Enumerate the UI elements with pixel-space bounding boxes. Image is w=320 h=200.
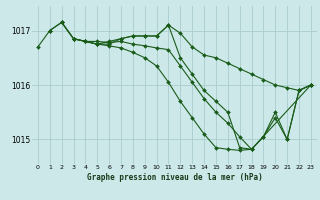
X-axis label: Graphe pression niveau de la mer (hPa): Graphe pression niveau de la mer (hPa) <box>86 173 262 182</box>
